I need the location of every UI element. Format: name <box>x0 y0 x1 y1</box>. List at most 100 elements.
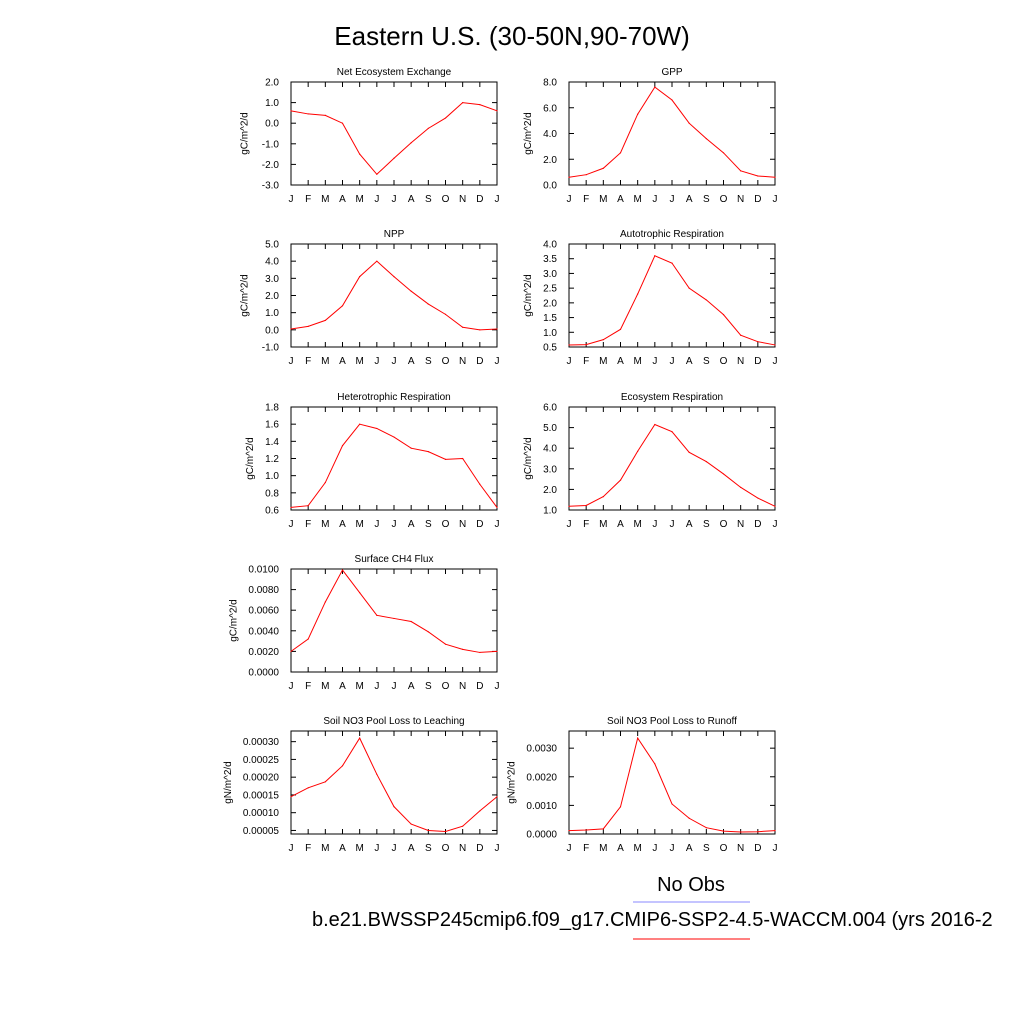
y-tick-label: 0.0060 <box>248 606 279 617</box>
series-line <box>290 102 498 176</box>
x-tick-label: D <box>476 843 483 854</box>
x-tick-label: S <box>425 194 432 205</box>
data-point <box>479 104 481 106</box>
panel-title: Net Ecosystem Exchange <box>337 67 452 78</box>
data-point <box>654 255 656 257</box>
y-tick-label: 0.0020 <box>248 647 279 658</box>
data-point <box>341 122 344 124</box>
x-tick-label: O <box>442 681 450 692</box>
y-tick-label: 1.6 <box>265 420 279 431</box>
data-point <box>774 505 776 507</box>
x-tick-label: S <box>425 681 432 692</box>
data-point <box>602 828 604 830</box>
data-point <box>757 341 759 343</box>
series-line <box>568 255 776 346</box>
panel-title: Soil NO3 Pool Loss to Leaching <box>323 716 464 727</box>
y-tick-label: 1.0 <box>265 98 279 109</box>
data-point <box>496 110 498 112</box>
x-tick-label: A <box>617 843 624 854</box>
data-point <box>496 796 498 798</box>
y-tick-label: 0.00015 <box>243 790 280 801</box>
x-tick-label: J <box>392 843 397 854</box>
y-tick-label: 1.0 <box>543 328 557 339</box>
plot-frame <box>568 243 776 348</box>
x-tick-label: N <box>737 356 744 367</box>
data-point <box>359 592 361 594</box>
data-point <box>307 787 309 789</box>
y-tick-label: 0.0000 <box>248 668 279 679</box>
x-tick-label: O <box>720 194 728 205</box>
x-tick-label: A <box>339 194 346 205</box>
data-point <box>376 614 378 616</box>
data-point <box>359 153 361 155</box>
series-line <box>290 260 498 331</box>
data-point <box>359 276 361 278</box>
data-point <box>341 445 344 447</box>
data-point <box>705 299 707 301</box>
data-point <box>671 262 673 264</box>
data-point <box>757 497 759 499</box>
plot-frame <box>290 406 498 511</box>
x-tick-label: O <box>442 843 450 854</box>
data-point <box>427 829 429 832</box>
data-point <box>637 113 639 115</box>
x-tick-label: D <box>476 681 483 692</box>
x-tick-label: J <box>495 681 500 692</box>
data-point <box>722 314 725 316</box>
data-point <box>585 174 587 176</box>
data-point <box>705 827 707 829</box>
y-tick-label: 0.0 <box>543 181 557 192</box>
x-tick-label: N <box>737 843 744 854</box>
data-point <box>427 451 429 453</box>
legend: No Obs b.e21.BWSSP245cmip6.f09_g17.CMIP6… <box>312 874 993 940</box>
data-point <box>427 303 429 305</box>
y-tick-label: 1.5 <box>543 313 557 324</box>
panel-title: Heterotrophic Respiration <box>337 392 450 403</box>
x-tick-label: D <box>754 843 761 854</box>
x-tick-label: A <box>339 356 346 367</box>
y-tick-label: 3.0 <box>265 274 279 285</box>
data-point <box>410 142 412 144</box>
x-tick-label: A <box>408 843 415 854</box>
x-tick-label: F <box>583 356 589 367</box>
x-tick-label: J <box>495 843 500 854</box>
y-axis-label: gC/m^2/d <box>523 437 534 480</box>
data-point <box>654 763 656 765</box>
x-tick-label: O <box>720 356 728 367</box>
y-tick-label: 3.0 <box>543 464 557 475</box>
y-tick-label: 4.0 <box>265 257 279 268</box>
x-tick-label: J <box>374 519 379 530</box>
x-tick-label: J <box>652 356 657 367</box>
legend-entry-label: No Obs <box>657 874 725 896</box>
plot-frame <box>290 243 498 348</box>
data-point <box>290 796 292 798</box>
y-tick-label: 5.0 <box>543 423 557 434</box>
data-point <box>479 483 481 485</box>
x-tick-label: J <box>374 843 379 854</box>
y-axis-label: gC/m^2/d <box>245 437 256 480</box>
data-point <box>568 829 570 832</box>
data-point <box>671 803 673 805</box>
y-tick-label: 0.00025 <box>243 755 280 766</box>
data-point <box>359 423 361 425</box>
x-tick-label: J <box>670 194 675 205</box>
y-tick-label: 0.0 <box>265 119 279 130</box>
y-axis-label: gC/m^2/d <box>228 599 239 642</box>
x-tick-label: J <box>392 681 397 692</box>
data-point <box>774 344 776 346</box>
data-point <box>410 620 412 623</box>
x-tick-label: J <box>374 194 379 205</box>
x-tick-label: O <box>442 356 450 367</box>
x-tick-label: J <box>495 194 500 205</box>
data-point <box>462 326 464 328</box>
x-tick-label: O <box>442 194 450 205</box>
x-tick-label: A <box>686 519 693 530</box>
data-point <box>757 175 759 177</box>
data-point <box>705 138 707 140</box>
data-point <box>307 638 309 640</box>
y-tick-label: 1.0 <box>265 471 279 482</box>
y-tick-label: 2.0 <box>265 78 279 89</box>
x-tick-label: J <box>567 194 572 205</box>
